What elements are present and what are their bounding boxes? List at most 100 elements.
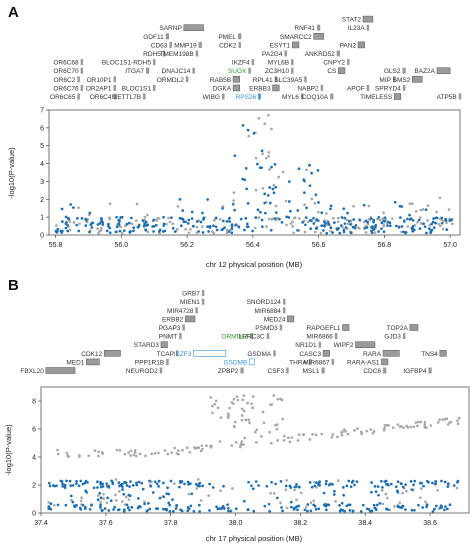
data-point [212, 224, 215, 228]
data-point [72, 206, 75, 209]
data-point [63, 486, 67, 489]
y-tick-label: 6 [40, 125, 44, 132]
data-point [157, 485, 160, 488]
data-point [441, 418, 445, 421]
data-point [187, 492, 191, 496]
gene-label: SLC39A5 [274, 77, 302, 84]
data-point [231, 487, 234, 490]
data-point [281, 417, 285, 421]
data-point [215, 228, 219, 232]
gene-label: OR6C2 [54, 77, 76, 84]
data-point [99, 496, 103, 500]
data-point [394, 224, 398, 228]
data-point [143, 222, 147, 226]
data-point [448, 503, 452, 507]
data-point [170, 216, 173, 220]
data-point [401, 504, 404, 508]
data-point [310, 219, 313, 223]
data-point [279, 501, 282, 505]
gene-label: ERBB2 [162, 316, 184, 323]
data-point [275, 423, 279, 426]
data-point [287, 200, 291, 203]
data-point [172, 482, 176, 486]
data-point [451, 222, 454, 226]
data-point [167, 216, 170, 220]
gene-label: MIEN1 [180, 299, 200, 306]
data-point [422, 484, 425, 488]
x-tick-label: 37.4 [34, 520, 48, 527]
data-point [276, 496, 279, 500]
gene-box [334, 333, 338, 340]
data-point [239, 444, 242, 447]
gene-label: RDH5 [143, 51, 161, 58]
data-point [293, 216, 297, 220]
data-point [157, 217, 161, 220]
data-point [66, 223, 69, 227]
gene-box [313, 32, 324, 40]
data-point [404, 483, 407, 487]
data-point [99, 505, 102, 509]
gene-label: RAPGEFL1 [307, 325, 341, 332]
data-point [376, 217, 379, 221]
data-point [382, 223, 386, 226]
data-point [364, 231, 368, 234]
data-point [134, 454, 138, 458]
data-point [373, 506, 377, 510]
data-point [202, 216, 206, 220]
gene-label: TCAP [157, 351, 174, 358]
data-point [195, 220, 199, 223]
y-tick-label: 3 [40, 179, 44, 186]
data-point [132, 226, 136, 229]
gene-box [286, 367, 289, 374]
data-point [118, 229, 122, 233]
data-point [205, 444, 208, 448]
gene-box [195, 50, 199, 57]
data-point [120, 215, 124, 219]
data-point [77, 206, 80, 210]
data-point [273, 162, 277, 166]
gene-label: CSF3 [268, 368, 285, 375]
data-point [96, 480, 99, 484]
gene-label: PNMT [159, 334, 177, 341]
data-point [196, 478, 200, 481]
data-point [412, 425, 416, 429]
data-point [127, 451, 130, 454]
data-point [317, 210, 320, 214]
data-point [168, 220, 172, 224]
data-point [69, 484, 73, 487]
gene-box [152, 84, 156, 91]
data-point [270, 480, 273, 484]
gene-label: WIPF2 [334, 342, 354, 349]
data-point [55, 224, 58, 227]
data-point [423, 423, 427, 427]
data-point [256, 208, 260, 212]
data-point [436, 421, 440, 424]
data-point [98, 491, 102, 495]
data-point [272, 183, 276, 187]
data-point [445, 417, 449, 421]
data-point [267, 154, 271, 158]
data-point [175, 452, 179, 455]
data-point [280, 506, 283, 509]
gene-box [77, 76, 80, 83]
data-point [372, 220, 375, 224]
gene-box [113, 76, 117, 83]
data-point [383, 426, 386, 430]
data-point [306, 509, 309, 513]
data-point [297, 485, 301, 489]
data-point [413, 508, 416, 512]
data-point [101, 452, 104, 455]
data-point [114, 230, 118, 234]
data-point [130, 505, 134, 509]
data-point [383, 216, 387, 220]
data-point [411, 488, 414, 492]
data-point [331, 483, 334, 486]
data-point [349, 223, 352, 226]
data-point [269, 228, 273, 232]
data-point [242, 409, 246, 413]
data-point [148, 479, 151, 483]
data-point [325, 212, 328, 215]
data-point [240, 407, 244, 411]
data-point [352, 205, 355, 208]
data-point [47, 507, 51, 511]
